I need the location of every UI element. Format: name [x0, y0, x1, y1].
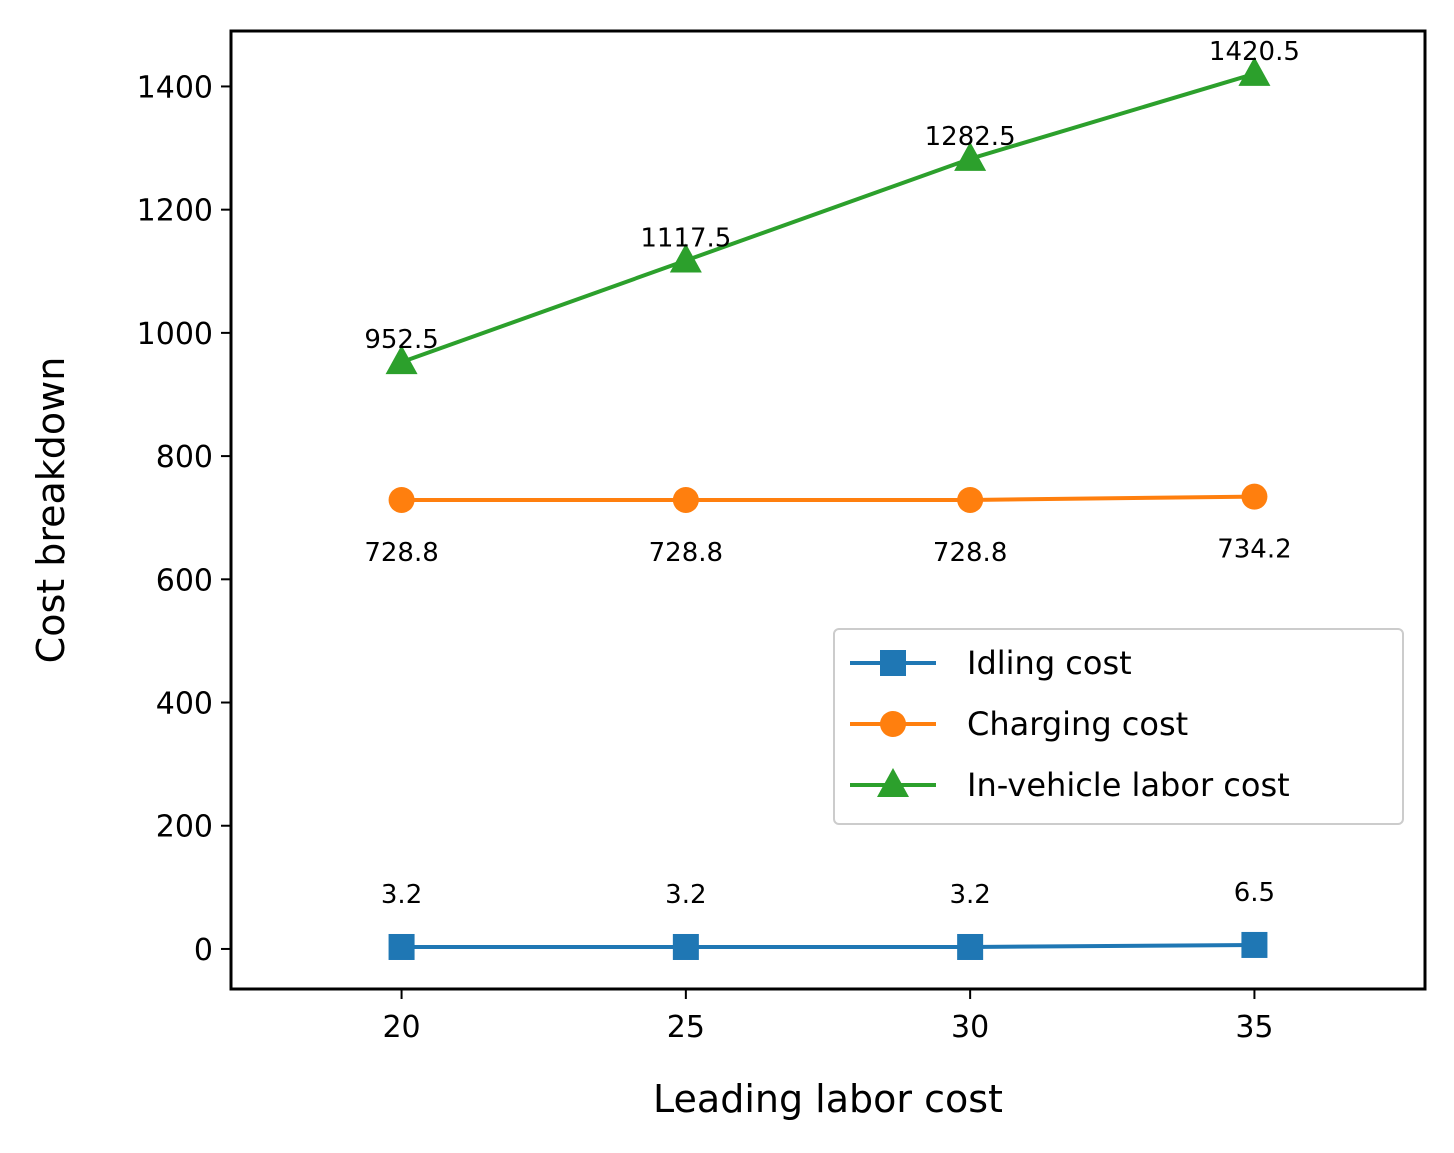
y-tick-label: 0 — [194, 933, 213, 968]
data-label: 734.2 — [1217, 535, 1291, 565]
data-label: 3.2 — [949, 880, 990, 910]
data-label: 3.2 — [381, 880, 422, 910]
y-tick-label: 800 — [156, 440, 213, 475]
y-axis-label: Cost breakdown — [29, 357, 73, 664]
legend-box — [833, 628, 1404, 825]
data-point — [957, 933, 984, 960]
x-tick-label: 25 — [667, 1010, 705, 1045]
data-point — [672, 486, 699, 513]
y-tick-label: 1000 — [137, 317, 213, 352]
data-point — [1238, 56, 1271, 86]
data-label: 1282.5 — [925, 122, 1016, 152]
data-label: 1117.5 — [640, 223, 731, 253]
x-tick-label: 30 — [951, 1010, 989, 1045]
series-charging-cost: 728.8 728.8 728.8 734.2 — [364, 483, 1292, 568]
y-tick-label: 1400 — [137, 70, 213, 105]
x-axis-ticks: 20 25 30 35 — [382, 989, 1274, 1045]
series-line — [401, 942, 1255, 949]
series-layer: 3.2 3.2 3.2 6.5 728.8 728.8 728.8 734.2 952.5 111… — [364, 37, 1300, 960]
series-in-vehicle-labor-cost: 952.5 1117.5 1282.5 1420.5 — [364, 37, 1300, 375]
series-idling-cost: 3.2 3.2 3.2 6.5 — [381, 878, 1275, 960]
y-tick-label: 400 — [156, 687, 213, 722]
data-label: 952.5 — [364, 325, 438, 355]
data-point — [1241, 483, 1268, 510]
x-axis-label: Leading labor cost — [653, 1077, 1003, 1121]
data-label: 728.8 — [649, 538, 723, 568]
data-point — [954, 141, 987, 171]
data-label: 6.5 — [1234, 878, 1275, 908]
y-tick-label: 1200 — [137, 194, 213, 229]
legend-marker — [880, 650, 906, 676]
data-point — [669, 243, 702, 273]
legend-label: Charging cost — [967, 705, 1188, 743]
data-label: 1420.5 — [1209, 37, 1300, 67]
data-point — [672, 933, 699, 960]
legend-entry: Idling cost — [850, 644, 1132, 682]
legend-marker — [880, 711, 906, 737]
legend-label: In-vehicle labor cost — [967, 766, 1290, 804]
y-tick-label: 600 — [156, 563, 213, 598]
x-tick-label: 35 — [1235, 1010, 1273, 1045]
legend: Idling cost Charging cost In-vehicle labor… — [833, 628, 1404, 825]
legend-marker — [877, 768, 909, 797]
plot-frame — [229, 29, 1427, 991]
legend-entry: In-vehicle labor cost — [850, 766, 1290, 804]
data-label: 728.8 — [933, 538, 1007, 568]
series-line — [400, 71, 1256, 365]
data-point — [388, 486, 415, 513]
data-point — [388, 933, 415, 960]
data-label: 3.2 — [665, 880, 706, 910]
legend-label: Idling cost — [967, 644, 1132, 682]
series-line — [401, 494, 1255, 502]
data-point — [385, 345, 418, 375]
legend-entry: Charging cost — [850, 705, 1188, 743]
data-label: 728.8 — [364, 538, 438, 568]
y-tick-label: 200 — [156, 810, 213, 845]
y-axis-ticks: 0 200 400 600 800 1000 1200 1400 — [137, 70, 231, 968]
data-point — [1241, 931, 1268, 958]
x-tick-label: 20 — [382, 1010, 420, 1045]
data-point — [957, 486, 984, 513]
